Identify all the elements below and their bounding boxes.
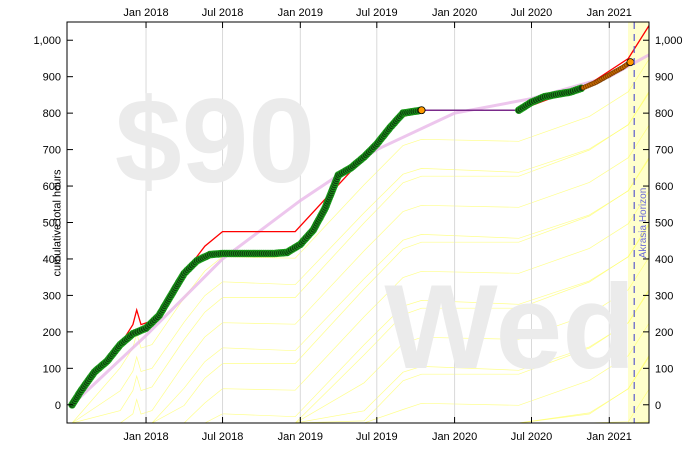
x-tick-label-top: Jan 2020 [432, 7, 477, 19]
x-tick-label-top: Jul 2018 [202, 7, 244, 19]
y-axis-label: cumulative total hours [52, 170, 64, 277]
y-tick-label-right: 0 [655, 400, 661, 412]
x-tick-label-bottom: Jul 2020 [511, 431, 553, 443]
y-tick-label-left: 900 [43, 72, 61, 84]
y-tick-label-right: 100 [655, 363, 673, 375]
x-tick-label-top: Jan 2021 [587, 7, 632, 19]
x-tick-label-bottom: Jul 2019 [356, 431, 398, 443]
y-tick-label-right: 600 [655, 181, 673, 193]
x-tick-label-bottom: Jan 2020 [432, 431, 477, 443]
y-tick-label-left: 1,000 [33, 35, 61, 47]
y-tick-label-left: 800 [43, 108, 61, 120]
x-tick-label-top: Jan 2019 [278, 7, 323, 19]
watermark-bottom: Wed [384, 260, 635, 394]
y-tick-label-right: 400 [655, 254, 673, 266]
x-tick-label-bottom: Jan 2018 [123, 431, 168, 443]
y-tick-label-right: 500 [655, 218, 673, 230]
y-tick-label-left: 0 [55, 400, 61, 412]
y-tick-label-left: 100 [43, 363, 61, 375]
x-tick-label-top: Jul 2019 [356, 7, 398, 19]
y-tick-label-left: 200 [43, 327, 61, 339]
x-tick-label-top: Jan 2018 [123, 7, 168, 19]
y-tick-label-right: 800 [655, 108, 673, 120]
x-tick-label-bottom: Jan 2021 [587, 431, 632, 443]
y-tick-label-right: 200 [655, 327, 673, 339]
y-tick-label-right: 300 [655, 290, 673, 302]
x-tick-label-top: Jul 2020 [511, 7, 553, 19]
y-tick-label-left: 300 [43, 290, 61, 302]
y-tick-label-right: 700 [655, 145, 673, 157]
watermark-top: $90 [115, 74, 315, 208]
latest-datapoint [627, 59, 634, 66]
y-tick-label-right: 1,000 [655, 35, 683, 47]
gap-datapoint [418, 107, 425, 114]
y-tick-label-right: 900 [655, 72, 673, 84]
x-tick-label-bottom: Jan 2019 [278, 431, 323, 443]
x-tick-label-bottom: Jul 2018 [202, 431, 244, 443]
y-tick-label-left: 700 [43, 145, 61, 157]
